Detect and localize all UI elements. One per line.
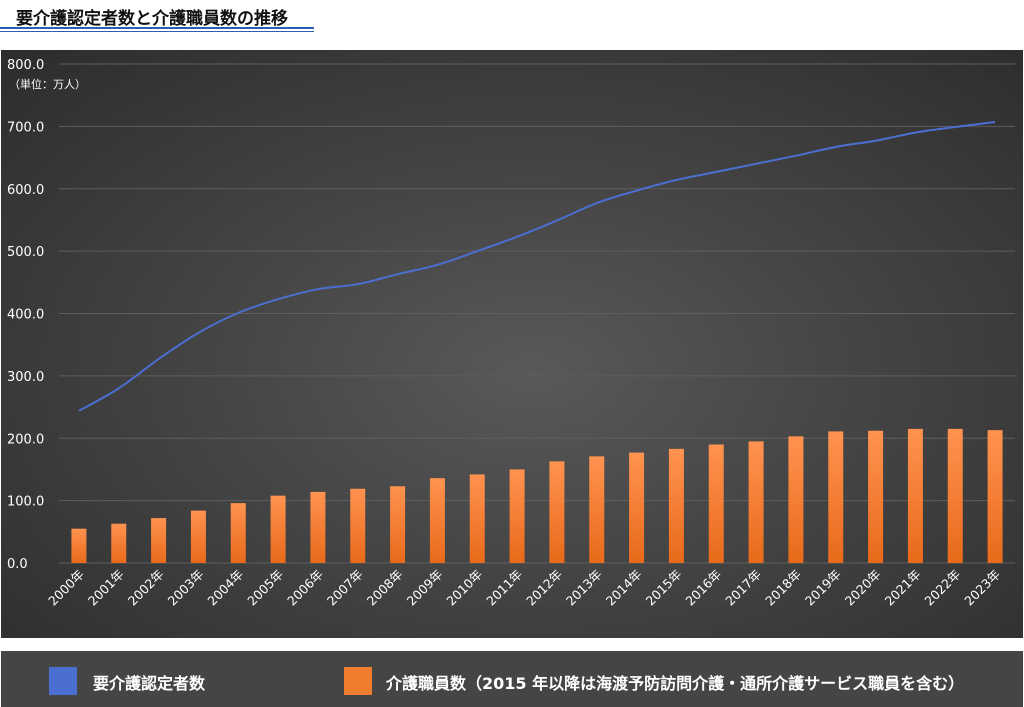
x-tick-label: 2017年 — [722, 567, 764, 609]
x-tick-label: 2000年 — [45, 567, 87, 609]
x-tick-label: 2002年 — [125, 567, 167, 609]
bar — [987, 430, 1003, 563]
bar — [151, 518, 167, 563]
y-tick-label: 400.0 — [7, 308, 44, 323]
x-tick-label: 2006年 — [284, 567, 326, 609]
x-tick-label: 2020年 — [842, 567, 884, 609]
bar — [549, 461, 565, 563]
bar — [748, 441, 764, 563]
legend-swatch-line — [49, 667, 77, 695]
x-tick-label: 2007年 — [324, 567, 366, 609]
x-tick-label: 2001年 — [85, 567, 127, 609]
bar — [390, 486, 406, 563]
x-tick-label: 2005年 — [244, 567, 286, 609]
bar — [469, 474, 485, 563]
y-tick-label: 500.0 — [7, 245, 44, 260]
y-tick-label: 800.0 — [7, 58, 44, 73]
x-tick-label: 2013年 — [563, 567, 605, 609]
page-title: 要介護認定者数と介護職員数の推移 — [16, 9, 288, 29]
x-tick-label: 2011年 — [483, 567, 525, 609]
bar — [629, 452, 645, 563]
bar — [589, 456, 605, 563]
x-tick-label: 2010年 — [443, 567, 485, 609]
bar — [71, 528, 87, 563]
x-tick-label: 2003年 — [165, 567, 207, 609]
bar — [350, 488, 366, 563]
bar — [947, 428, 963, 563]
bar — [310, 491, 326, 563]
y-tick-label: 300.0 — [7, 370, 44, 385]
bar — [111, 523, 127, 563]
y-tick-label: 700.0 — [7, 120, 44, 135]
bar — [230, 503, 246, 563]
bar — [190, 510, 206, 563]
bar — [429, 478, 445, 563]
x-tick-label: 2019年 — [802, 567, 844, 609]
x-tick-label: 2021年 — [882, 567, 924, 609]
x-tick-label: 2016年 — [682, 567, 724, 609]
x-tick-label: 2023年 — [961, 567, 1003, 609]
x-tick-label: 2014年 — [603, 567, 645, 609]
x-tick-label: 2015年 — [643, 567, 685, 609]
bar — [907, 428, 923, 563]
legend: 要介護認定者数 介護職員数（2015 年以降は海渡予防訪問介護・通所介護サービス… — [1, 651, 1023, 707]
chart-panel: 0.0 100.0 200.0 300.0 400.0 500.0 600.0 700.0 80… — [1, 50, 1023, 638]
x-tick-label: 2012年 — [523, 567, 565, 609]
x-tick-label: 2008年 — [364, 567, 406, 609]
bar — [708, 444, 724, 563]
legend-label-line: 要介護認定者数 — [93, 674, 206, 693]
bar — [668, 448, 684, 563]
line-series — [78, 121, 996, 412]
y-tick-label: 100.0 — [7, 495, 44, 510]
unit-label: （単位：万人） — [9, 77, 86, 91]
x-tick-label: 2022年 — [921, 567, 963, 609]
title-underline-thin — [0, 31, 314, 32]
bar — [509, 469, 525, 563]
bar — [828, 431, 844, 563]
bar — [868, 430, 884, 563]
y-tick-label: 600.0 — [7, 183, 44, 198]
x-tick-label: 2009年 — [404, 567, 446, 609]
title-underline — [0, 27, 314, 29]
bar — [270, 495, 286, 563]
y-tick-label: 200.0 — [7, 432, 44, 447]
legend-label-bar: 介護職員数（2015 年以降は海渡予防訪問介護・通所介護サービス職員を含む） — [386, 674, 965, 693]
legend-swatch-bar — [344, 667, 372, 695]
bar — [788, 436, 804, 563]
chart-plot: 0.0 100.0 200.0 300.0 400.0 500.0 600.0 700.0 80… — [7, 58, 1015, 609]
x-tick-label: 2004年 — [204, 567, 246, 609]
y-tick-label: 0.0 — [7, 557, 28, 572]
x-tick-label: 2018年 — [762, 567, 804, 609]
